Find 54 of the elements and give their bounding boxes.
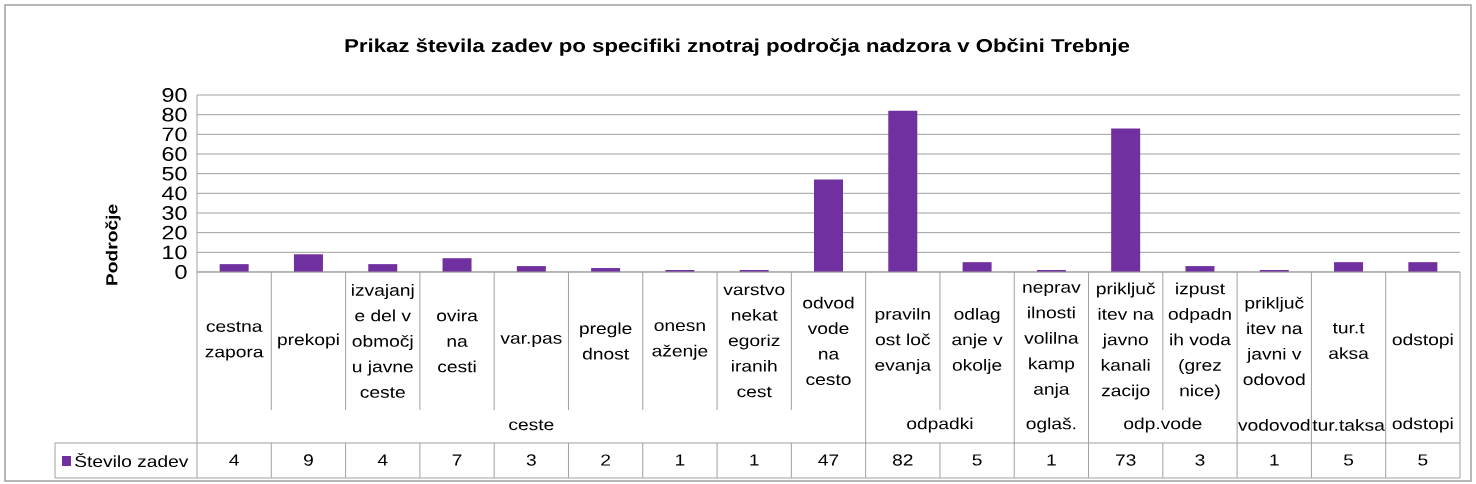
y-tick-label: 0 (175, 265, 187, 279)
text: odpadki (907, 417, 973, 433)
y-tick-label: 80 (162, 107, 187, 122)
y-tick-label: 10 (163, 245, 187, 260)
data-label: 3 (1195, 454, 1205, 466)
x-tick-label: cestna zapora (205, 321, 264, 361)
data-label: 5 (972, 454, 982, 466)
data-label: 5 (1343, 454, 1354, 466)
data-label: 5 (1418, 454, 1428, 466)
x-tick-label: priključitev na javni vodovod (1243, 296, 1305, 386)
x-tick-label: tur.taksa (1329, 323, 1369, 359)
data-label: 82 (892, 454, 913, 466)
y-tick-label: 70 (162, 127, 187, 142)
x-tick-label: odlaganje v okolje (952, 308, 1003, 374)
data-label: 4 (377, 454, 388, 466)
text: odstopi (1392, 417, 1453, 433)
text: odp.vode (1124, 417, 1202, 433)
x-tick-label: var.pas (500, 335, 562, 347)
x-tick-label: ovira na cesti (437, 309, 478, 373)
x-tick-label: priključitev na javno kanalizacijo (1097, 282, 1156, 400)
chart-title: Prikaz števila zadev po specifiki znotraj področja nadzora v Občini Trebnje (345, 38, 1130, 56)
data-label: 1 (750, 454, 759, 466)
data-label: 47 (818, 454, 839, 466)
data-label: 1 (676, 454, 685, 466)
y-tick-label: 20 (162, 225, 187, 240)
x-tick-label: preglednost (580, 322, 632, 360)
text: ceste (509, 419, 554, 431)
data-label: 9 (304, 454, 313, 466)
x-tick-label: izvajanje del v območju javne ceste (352, 284, 414, 398)
y-axis-title: Področje (105, 204, 121, 285)
data-label: 1 (1270, 454, 1279, 466)
x-tick-label: prekopi (278, 333, 339, 349)
x-tick-label: varstvo nekategoriziranih cest (723, 284, 785, 398)
data-label: 7 (452, 454, 462, 466)
y-tick-label: 90 (162, 88, 187, 102)
x-tick-label: pravilnost ločevanja (875, 308, 932, 374)
data-label: 1 (1047, 454, 1056, 466)
data-label: 2 (601, 454, 610, 466)
text: vodovod (1238, 419, 1310, 431)
y-tick-label: 30 (162, 206, 187, 220)
y-tick-label: 60 (162, 147, 187, 161)
x-tick-label: izpust odpadnih voda (greznice) (1168, 282, 1231, 400)
y-tick-label: 50 (162, 166, 187, 181)
legend-label: Število zadev (75, 452, 189, 468)
x-tick-label: nepravilnosti volilna kampanja (1023, 284, 1081, 398)
text: tur.taksa (1312, 419, 1385, 431)
data-label: 73 (1115, 454, 1136, 466)
y-tick-label: 40 (161, 186, 187, 201)
x-tick-label: odstopi (1392, 333, 1453, 349)
data-label: 3 (526, 454, 536, 466)
data-label: 4 (229, 454, 239, 466)
x-tick-label: odvod vode na cesto (803, 296, 854, 386)
text: oglaš. (1026, 417, 1076, 433)
x-tick-label: onesnaženje (652, 322, 708, 360)
